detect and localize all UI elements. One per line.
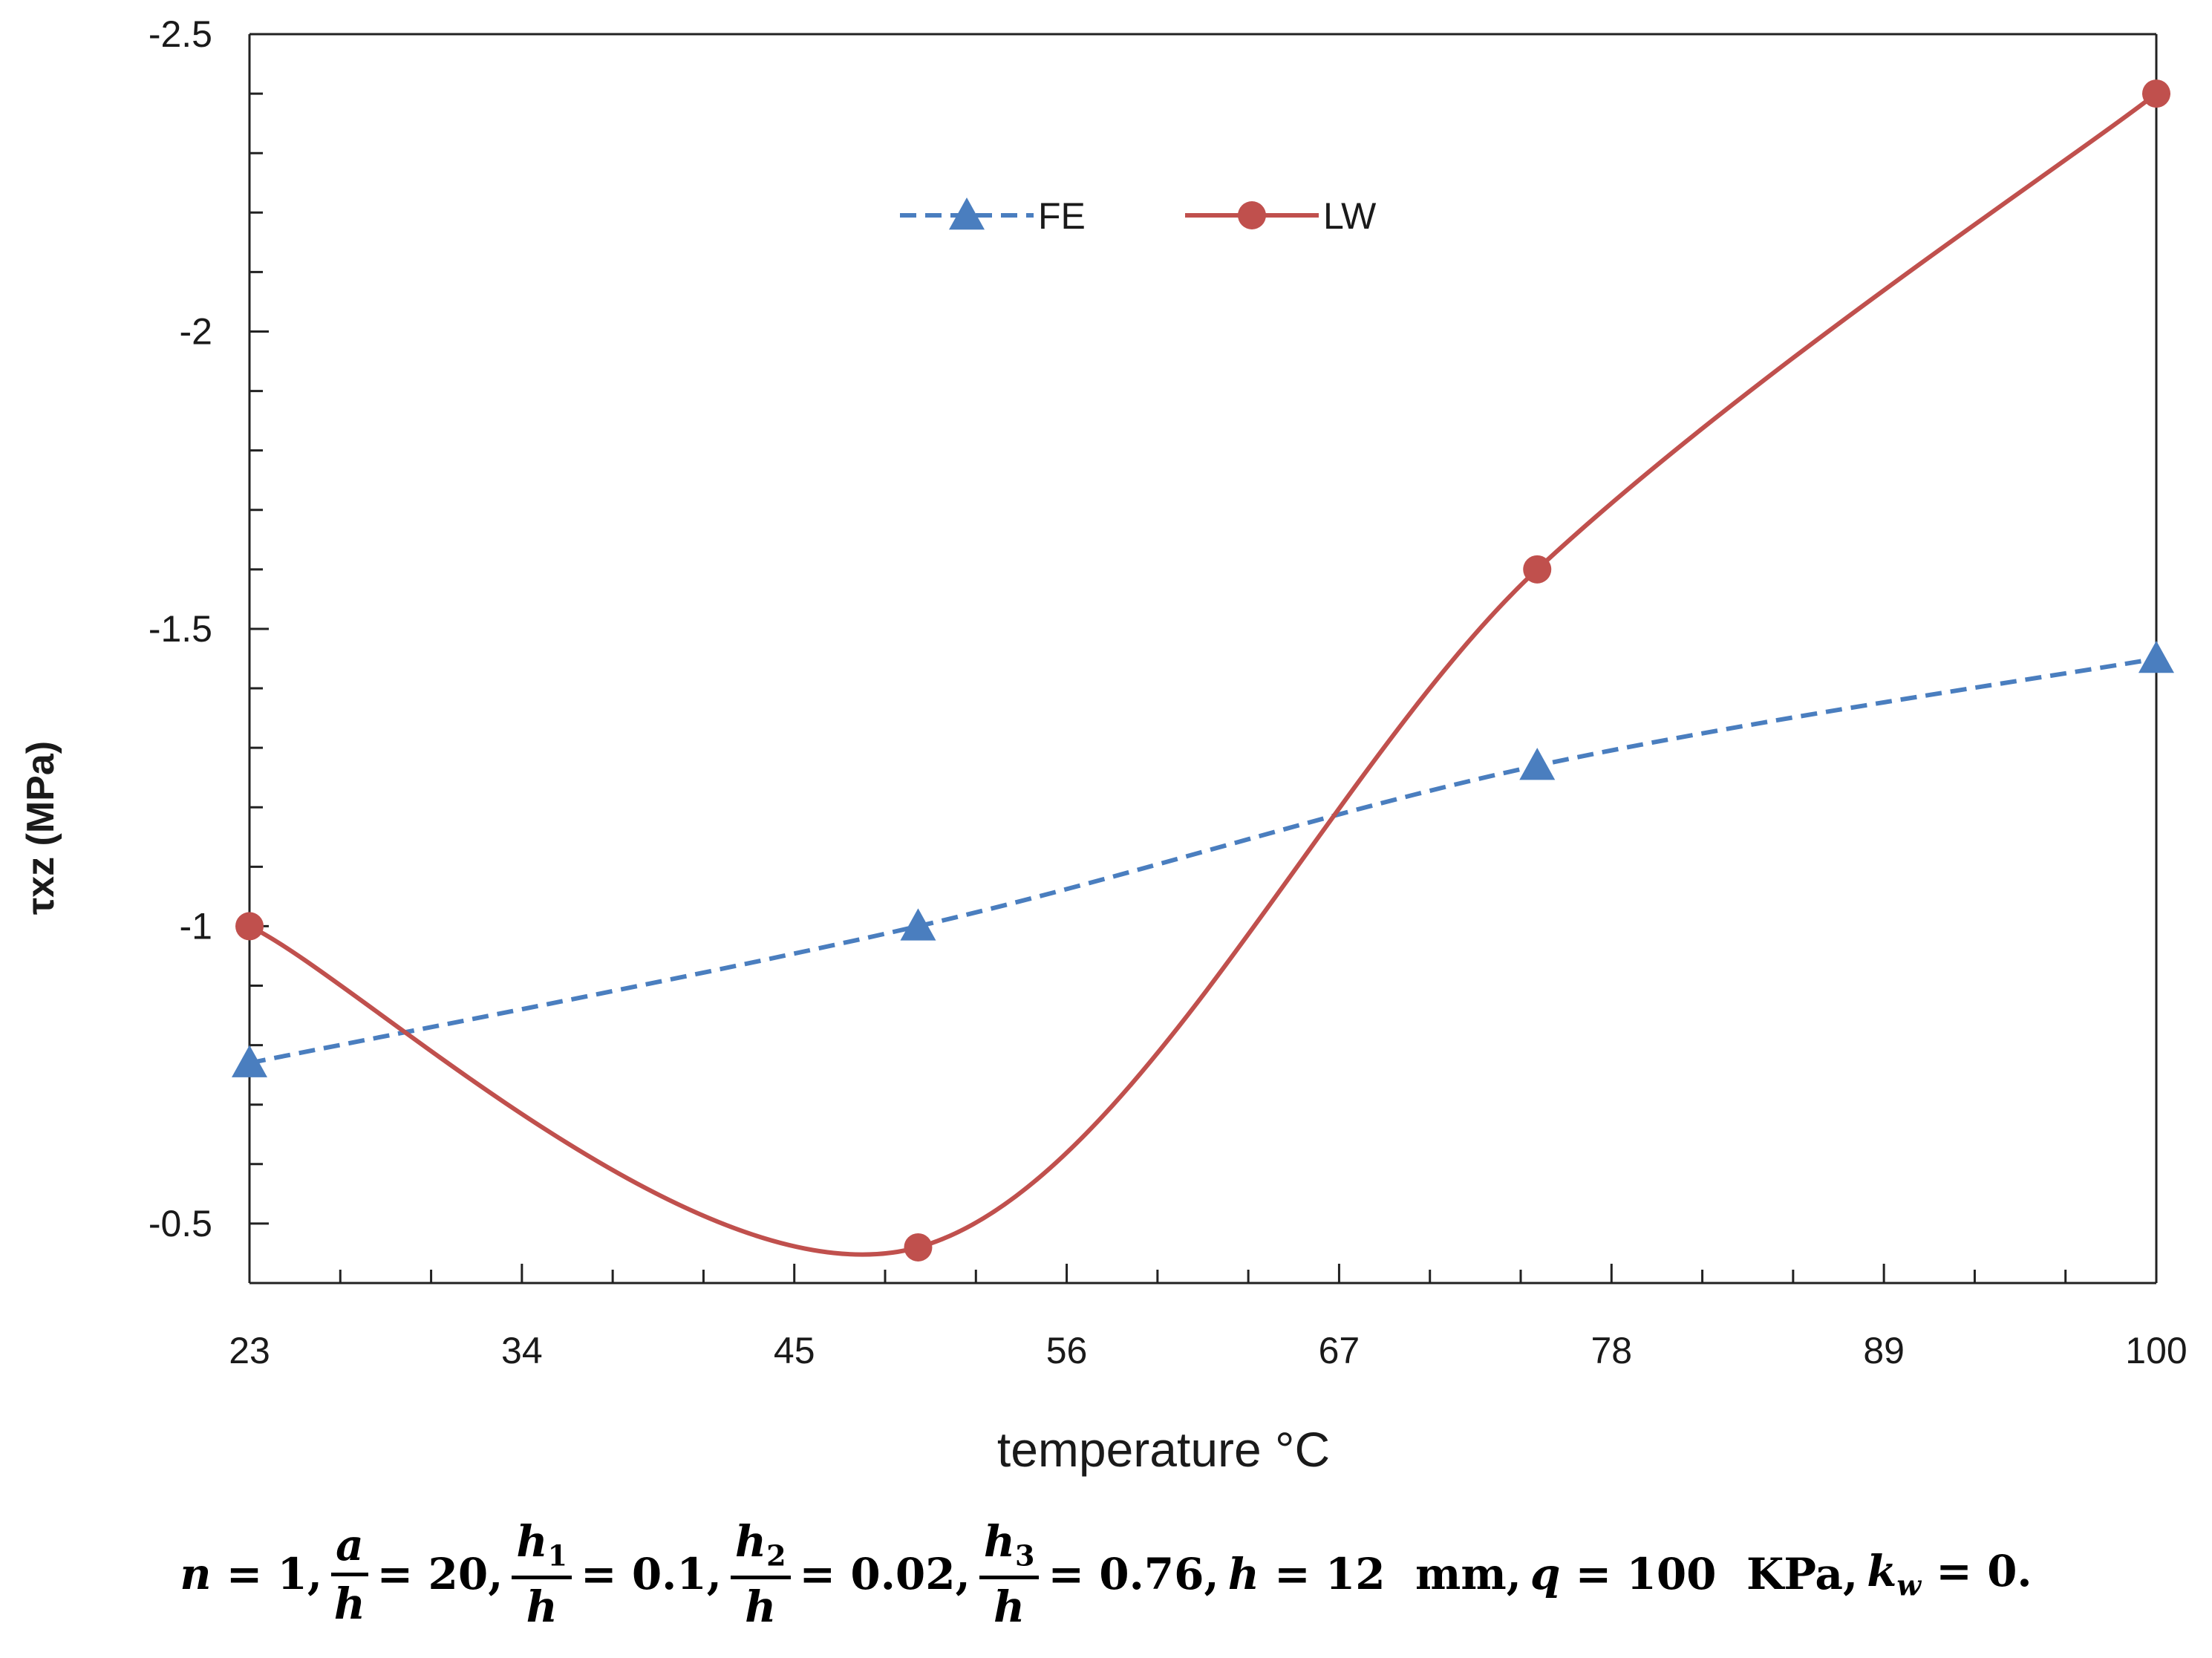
caption-a-num: a [336, 1519, 364, 1570]
caption-kw-label: k [1867, 1546, 1897, 1597]
legend-label-lw: LW [1323, 195, 1377, 237]
parameter-caption: n = 1, a h = 20, h1 h = 0.1, h2 h = 0.02… [180, 1515, 2032, 1633]
caption-h2-den: h [745, 1582, 777, 1633]
x-axis-ticks: 23 34 45 56 67 78 89 100 [229, 1264, 2187, 1371]
x-tick-label: 89 [1863, 1330, 1905, 1371]
series-line-lw [248, 91, 2158, 1257]
caption-kw-value: 0. [1987, 1546, 2032, 1597]
caption-a-value: 20 [428, 1549, 489, 1599]
x-tick-label: 34 [501, 1330, 543, 1371]
caption-h3-over-h: h3 h [979, 1520, 1040, 1633]
y-tick-label: -0.5 [149, 1203, 212, 1244]
y-tick-label: -2.5 [149, 13, 212, 55]
caption-h2-sub: 2 [766, 1538, 786, 1573]
y-axis-ticks: -0.5 -1 -1.5 -2 -2.5 [149, 13, 269, 1285]
data-point-lw [235, 912, 264, 941]
y-axis-title: τxz (MPa) [19, 741, 62, 915]
x-tick-label: 23 [229, 1330, 270, 1371]
y-tick-label: -1 [180, 905, 212, 947]
caption-n-label: n [180, 1549, 212, 1599]
data-point-fe [1519, 748, 1556, 780]
caption-h-value: 12 [1325, 1549, 1386, 1599]
x-axis-title: temperature °C [997, 1422, 1330, 1477]
x-tick-label: 100 [2125, 1330, 2187, 1371]
caption-q-value: 100 [1626, 1549, 1717, 1599]
caption-q-unit: KPa [1746, 1549, 1843, 1599]
data-point-fe [232, 1045, 267, 1077]
legend-marker-lw [1238, 201, 1266, 229]
caption-h2-value: 0.02 [850, 1549, 956, 1599]
series-lines [248, 91, 2158, 1257]
data-point-fe [2138, 641, 2174, 673]
caption-h-label: h [1227, 1549, 1259, 1599]
caption-h2-over-h: h2 h [730, 1520, 791, 1633]
caption-h3-num: h [983, 1515, 1015, 1567]
caption-h3-sub: 3 [1014, 1538, 1035, 1573]
x-tick-label: 67 [1319, 1330, 1360, 1371]
caption-a-den: h [333, 1578, 365, 1629]
y-tick-label: -1.5 [149, 608, 212, 650]
legend-marker-fe [949, 198, 985, 230]
caption-h1-value: 0.1 [631, 1549, 707, 1599]
caption-h1-den: h [526, 1582, 558, 1633]
data-point-lw [2142, 79, 2170, 108]
data-point-lw [1523, 555, 1552, 584]
caption-h1-sub: 1 [547, 1538, 568, 1573]
caption-h3-den: h [994, 1582, 1025, 1633]
chart: 23 34 45 56 67 78 89 100 -0.5-1-1.5-2-2.5 FE LW … [19, 13, 2187, 1477]
caption-kw-sub: w [1896, 1568, 1922, 1602]
data-point-lw [904, 1233, 933, 1262]
axes-frame [248, 33, 2158, 1285]
caption-q-label: q [1530, 1549, 1561, 1599]
series-markers [232, 79, 2174, 1262]
x-tick-label: 45 [774, 1330, 815, 1371]
caption-h2-num: h [734, 1515, 767, 1567]
caption-h1-num: h [516, 1515, 548, 1567]
legend: FE LW [900, 195, 1377, 237]
y-tick-label: -2 [180, 310, 212, 352]
caption-n-value: 1 [277, 1549, 307, 1599]
legend-label-fe: FE [1038, 195, 1086, 237]
caption-a-over-h: a h [331, 1524, 368, 1625]
caption-h3-value: 0.76 [1099, 1549, 1204, 1599]
caption-h-unit: mm [1415, 1549, 1507, 1599]
series-line-fe [249, 656, 2157, 1065]
x-tick-label: 78 [1591, 1330, 1632, 1371]
data-point-fe [900, 908, 936, 941]
caption-h1-over-h: h1 h [512, 1520, 572, 1633]
x-tick-label: 56 [1046, 1330, 1088, 1371]
